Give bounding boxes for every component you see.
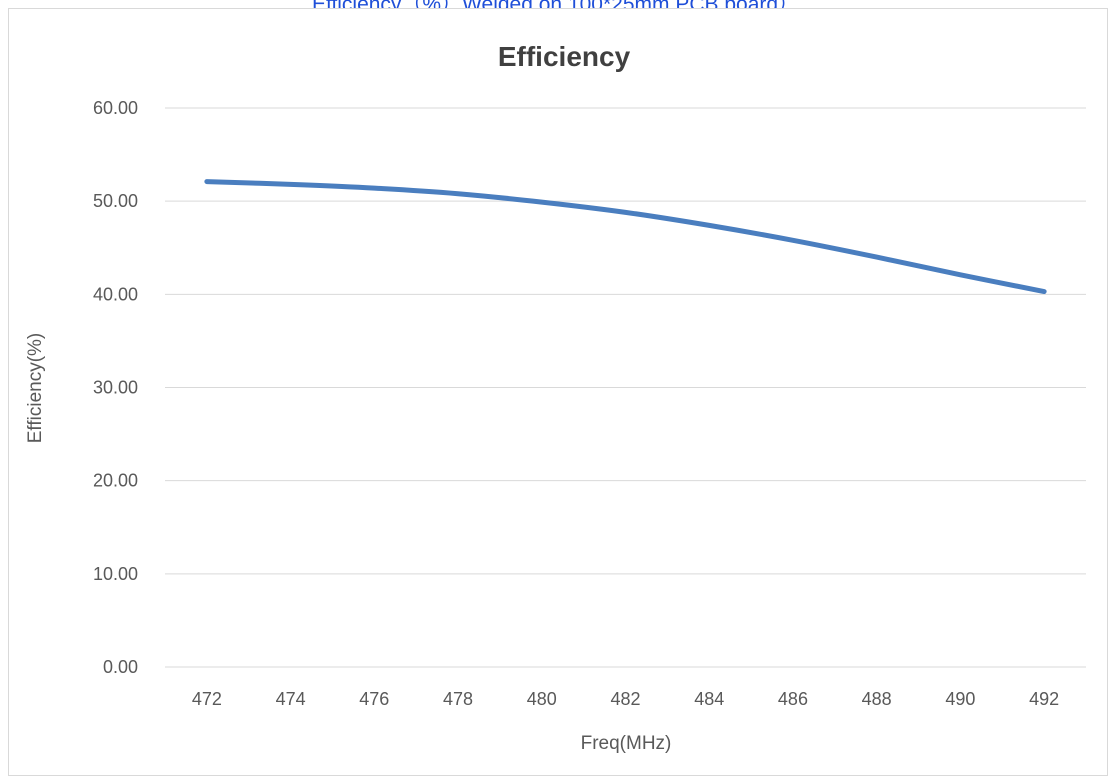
x-tick-label: 486 — [778, 689, 808, 709]
x-tick-label: 492 — [1029, 689, 1059, 709]
x-axis-label: Freq(MHz) — [581, 733, 672, 754]
x-tick-label: 478 — [443, 689, 473, 709]
y-tick-label: 30.00 — [93, 378, 138, 398]
x-tick-label: 484 — [694, 689, 724, 709]
y-tick-label: 50.00 — [93, 191, 138, 211]
y-tick-label: 20.00 — [93, 471, 138, 491]
x-tick-label: 474 — [276, 689, 306, 709]
x-tick-label: 480 — [527, 689, 557, 709]
x-tick-label: 472 — [192, 689, 222, 709]
y-tick-labels: 0.00 10.00 20.00 30.00 40.00 50.00 60.00 — [93, 98, 138, 677]
x-tick-label: 490 — [945, 689, 975, 709]
x-tick-labels: 472 474 476 478 480 482 484 486 488 490 492 — [192, 689, 1059, 709]
series-group — [204, 179, 1047, 295]
chart-title: Efficiency — [498, 41, 631, 72]
y-tick-label: 40.00 — [93, 284, 138, 304]
x-tick-label: 482 — [610, 689, 640, 709]
gridlines — [165, 107, 1086, 668]
y-tick-label: 10.00 — [93, 564, 138, 584]
y-axis-label: Efficiency(%) — [25, 333, 46, 444]
chart-frame — [8, 8, 1108, 776]
y-tick-label: 60.00 — [93, 98, 138, 118]
x-tick-label: 476 — [359, 689, 389, 709]
y-tick-label: 0.00 — [103, 657, 138, 677]
series-line-0 — [204, 179, 1047, 295]
x-tick-label: 488 — [862, 689, 892, 709]
